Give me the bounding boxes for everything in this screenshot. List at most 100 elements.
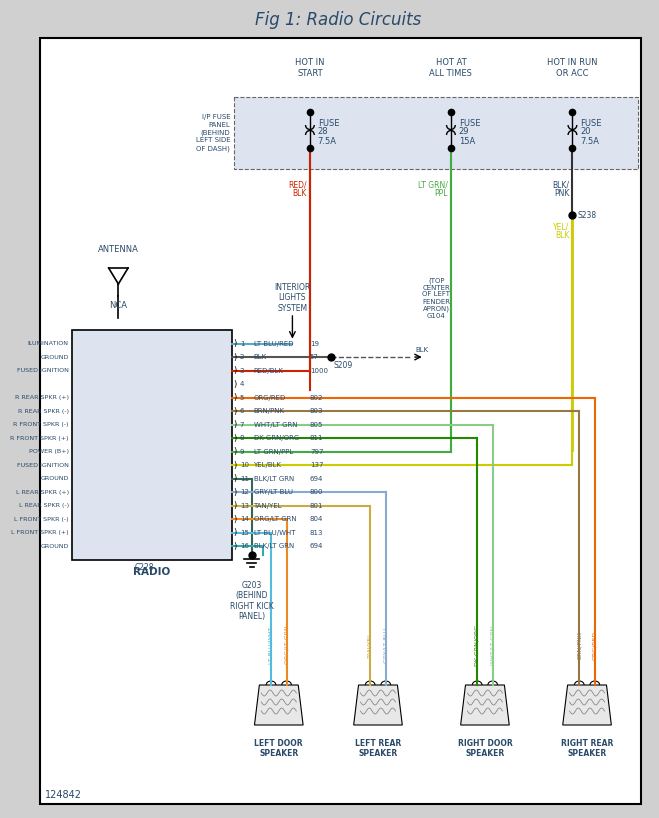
Text: ANTENNA: ANTENNA xyxy=(98,245,139,254)
Text: GROUND: GROUND xyxy=(40,476,69,481)
Text: ORG/LT GRN: ORG/LT GRN xyxy=(254,516,296,523)
Text: BLK/LT GRN: BLK/LT GRN xyxy=(254,543,294,550)
Text: ): ) xyxy=(233,461,237,470)
Text: HOT IN RUN
OR ACC: HOT IN RUN OR ACC xyxy=(547,58,598,78)
Text: ORG/RED: ORG/RED xyxy=(592,631,597,659)
Text: 13: 13 xyxy=(240,503,249,509)
Text: LT BLU/RED: LT BLU/RED xyxy=(254,340,293,347)
Text: G203
(BEHIND
RIGHT KICK
PANEL): G203 (BEHIND RIGHT KICK PANEL) xyxy=(230,581,273,621)
Text: ): ) xyxy=(233,515,237,524)
Text: ORG/RED: ORG/RED xyxy=(254,394,286,401)
Text: 6: 6 xyxy=(240,408,244,414)
Text: GROUND: GROUND xyxy=(40,354,69,360)
Text: 11: 11 xyxy=(240,476,249,482)
Polygon shape xyxy=(354,685,402,725)
Text: ): ) xyxy=(233,501,237,510)
Text: L FRONT SPKR (-): L FRONT SPKR (-) xyxy=(14,517,69,522)
Text: ): ) xyxy=(233,407,237,416)
Text: R REAR SPKR (+): R REAR SPKR (+) xyxy=(14,395,69,400)
Text: ILUMINATION: ILUMINATION xyxy=(28,341,69,346)
Text: FUSE: FUSE xyxy=(459,119,480,128)
Text: TAN/YEL: TAN/YEL xyxy=(368,632,373,658)
Text: GROUND: GROUND xyxy=(40,544,69,549)
Text: 28: 28 xyxy=(318,128,328,137)
Text: LT GRN/PPL: LT GRN/PPL xyxy=(254,449,293,455)
Text: ): ) xyxy=(233,528,237,537)
Text: R FRONT SPKR (-): R FRONT SPKR (-) xyxy=(13,422,69,427)
Polygon shape xyxy=(461,685,509,725)
Text: BRN/PNK: BRN/PNK xyxy=(254,408,285,414)
Text: DK GRN/ORG: DK GRN/ORG xyxy=(474,624,480,666)
Text: ): ) xyxy=(233,393,237,402)
Text: 9: 9 xyxy=(240,449,244,455)
Text: 14: 14 xyxy=(240,516,249,523)
Text: 803: 803 xyxy=(310,408,324,414)
Text: 7: 7 xyxy=(240,422,244,428)
Text: RED/BLK: RED/BLK xyxy=(254,367,283,374)
Text: 19: 19 xyxy=(310,340,319,347)
Text: BLK: BLK xyxy=(555,231,569,240)
Text: BLK/: BLK/ xyxy=(552,181,569,190)
Text: RIGHT REAR
SPEAKER: RIGHT REAR SPEAKER xyxy=(561,739,614,758)
Text: BRN/PNK: BRN/PNK xyxy=(577,631,582,659)
Text: 1: 1 xyxy=(240,340,244,347)
Text: ): ) xyxy=(233,474,237,483)
Text: FUSE: FUSE xyxy=(318,119,339,128)
Text: 801: 801 xyxy=(310,503,324,509)
Text: 29: 29 xyxy=(459,128,469,137)
Text: ): ) xyxy=(233,447,237,456)
Text: LT BLU/WHT: LT BLU/WHT xyxy=(254,530,295,536)
Text: 15A: 15A xyxy=(459,137,475,146)
Text: 10: 10 xyxy=(240,462,249,468)
Text: WHT/LT GRN: WHT/LT GRN xyxy=(254,422,297,428)
Text: 813: 813 xyxy=(310,530,324,536)
Text: 8: 8 xyxy=(240,435,244,441)
Text: INTERIOR
LIGHTS
SYSTEM: INTERIOR LIGHTS SYSTEM xyxy=(274,283,310,313)
Text: WHT/LT GRN: WHT/LT GRN xyxy=(490,626,495,664)
Text: R FRONT SPKR (+): R FRONT SPKR (+) xyxy=(11,436,69,441)
Text: 57: 57 xyxy=(310,354,319,360)
Text: YEL/BLK: YEL/BLK xyxy=(254,462,281,468)
Text: GRY/LT BLU: GRY/LT BLU xyxy=(254,489,293,496)
Text: 800: 800 xyxy=(310,489,324,496)
Text: FUSE: FUSE xyxy=(580,119,602,128)
Text: LT BLU/WHT: LT BLU/WHT xyxy=(268,627,273,663)
Text: S238: S238 xyxy=(577,210,596,219)
Text: DK GRN/ORG: DK GRN/ORG xyxy=(254,435,299,441)
Text: (TOP
CENTER
OF LEFT
FENDER
APRON)
G104: (TOP CENTER OF LEFT FENDER APRON) G104 xyxy=(422,277,450,319)
Polygon shape xyxy=(254,685,303,725)
Text: POWER (B+): POWER (B+) xyxy=(29,449,69,454)
Text: LT GRN/: LT GRN/ xyxy=(418,181,448,190)
Text: 694: 694 xyxy=(310,476,324,482)
Text: 4: 4 xyxy=(240,381,244,387)
Text: 7.5A: 7.5A xyxy=(580,137,599,146)
Polygon shape xyxy=(563,685,612,725)
Text: HOT AT
ALL TIMES: HOT AT ALL TIMES xyxy=(430,58,473,78)
Text: 797: 797 xyxy=(310,449,324,455)
Text: ): ) xyxy=(233,339,237,348)
Text: 16: 16 xyxy=(240,543,249,550)
Text: RADIO: RADIO xyxy=(133,567,171,577)
Text: PNK: PNK xyxy=(554,188,569,197)
Text: 694: 694 xyxy=(310,543,324,550)
Text: 2: 2 xyxy=(240,354,244,360)
Text: FUSED IGNITION: FUSED IGNITION xyxy=(17,463,69,468)
Text: LEFT DOOR
SPEAKER: LEFT DOOR SPEAKER xyxy=(254,739,303,758)
Text: 12: 12 xyxy=(240,489,249,496)
Text: 802: 802 xyxy=(310,394,324,401)
Text: LEFT REAR
SPEAKER: LEFT REAR SPEAKER xyxy=(355,739,401,758)
Text: 15: 15 xyxy=(240,530,249,536)
Text: TAN/YEL: TAN/YEL xyxy=(254,503,282,509)
Text: ORG/LT GRN: ORG/LT GRN xyxy=(284,626,289,664)
Text: ): ) xyxy=(233,366,237,375)
Text: 124842: 124842 xyxy=(45,790,82,800)
Text: 5: 5 xyxy=(240,394,244,401)
Text: PPL: PPL xyxy=(434,188,448,197)
Text: GRY/LT BLU: GRY/LT BLU xyxy=(384,627,388,663)
Bar xyxy=(72,330,232,560)
Bar xyxy=(234,97,638,169)
Text: 805: 805 xyxy=(310,422,324,428)
Text: RIGHT DOOR
SPEAKER: RIGHT DOOR SPEAKER xyxy=(457,739,512,758)
Text: L REAR SPKR (+): L REAR SPKR (+) xyxy=(16,490,69,495)
Text: ): ) xyxy=(233,380,237,389)
